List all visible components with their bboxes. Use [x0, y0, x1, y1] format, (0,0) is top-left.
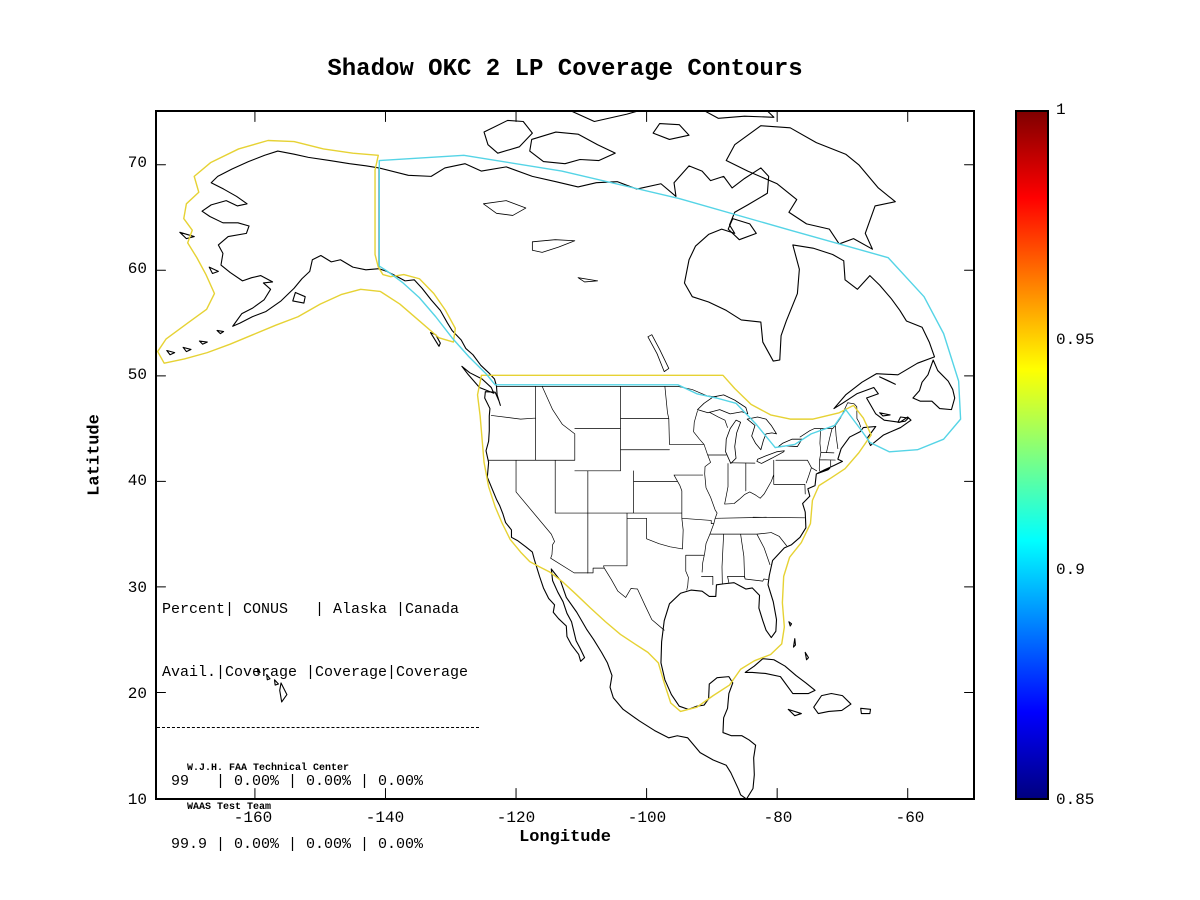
mainland-coastline [202, 151, 934, 798]
x-tick-label: -60 [895, 809, 925, 827]
coverage-table: Percent| CONUS | Alaska |Canada Avail.|C… [157, 557, 479, 900]
plot-title: Shadow OKC 2 LP Coverage Contours [327, 56, 803, 83]
x-tick-label: -140 [365, 809, 405, 827]
lakes-outlines [483, 201, 802, 464]
map-axes [155, 110, 975, 800]
y-tick-label: 60 [127, 260, 147, 278]
coverage-table-header-2: Avail.|Coverage |Coverage|Coverage [162, 664, 469, 681]
x-tick-label: -100 [627, 809, 667, 827]
attribution-block: W.J.H. FAA Technical Center WAAS Test Te… [187, 736, 349, 840]
colorbar-tick-label: 0.85 [1056, 791, 1095, 809]
coverage-table-header-1: Percent| CONUS | Alaska |Canada [162, 601, 460, 618]
y-tick-label: 50 [127, 366, 147, 384]
colorbar-tick-label: 1 [1056, 101, 1066, 119]
islands-outlines [167, 112, 955, 716]
axis-tick-marks [157, 112, 973, 798]
canada-coverage-contour [379, 155, 960, 452]
north-america-map [157, 112, 973, 798]
attribution-line-1: W.J.H. FAA Technical Center [187, 763, 350, 774]
coverage-table-divider [157, 727, 479, 728]
coverage-table-row: 99.9 | 0.00% | 0.00% | 0.00% [162, 836, 424, 853]
alaska-coverage-contour [158, 140, 456, 363]
attribution-line-2: WAAS Test Team [187, 802, 272, 813]
colorbar-tick-label: 0.9 [1056, 561, 1085, 579]
colorbar [1015, 110, 1049, 800]
conus-coverage-contour [478, 375, 872, 711]
us-state-borders [489, 386, 861, 630]
x-tick-label: -120 [496, 809, 536, 827]
y-tick-label: 40 [127, 472, 147, 490]
x-tick-label: -80 [763, 809, 793, 827]
x-axis-label: Longitude [519, 828, 611, 847]
y-tick-label: 70 [127, 154, 147, 172]
y-tick-label: 20 [127, 685, 147, 703]
x-tick-label: -160 [233, 809, 273, 827]
coverage-table-row: 99 | 0.00% | 0.00% | 0.00% [162, 773, 424, 790]
colorbar-tick-label: 0.95 [1056, 331, 1095, 349]
y-tick-label: 30 [127, 579, 147, 597]
y-tick-label: 10 [127, 791, 147, 809]
